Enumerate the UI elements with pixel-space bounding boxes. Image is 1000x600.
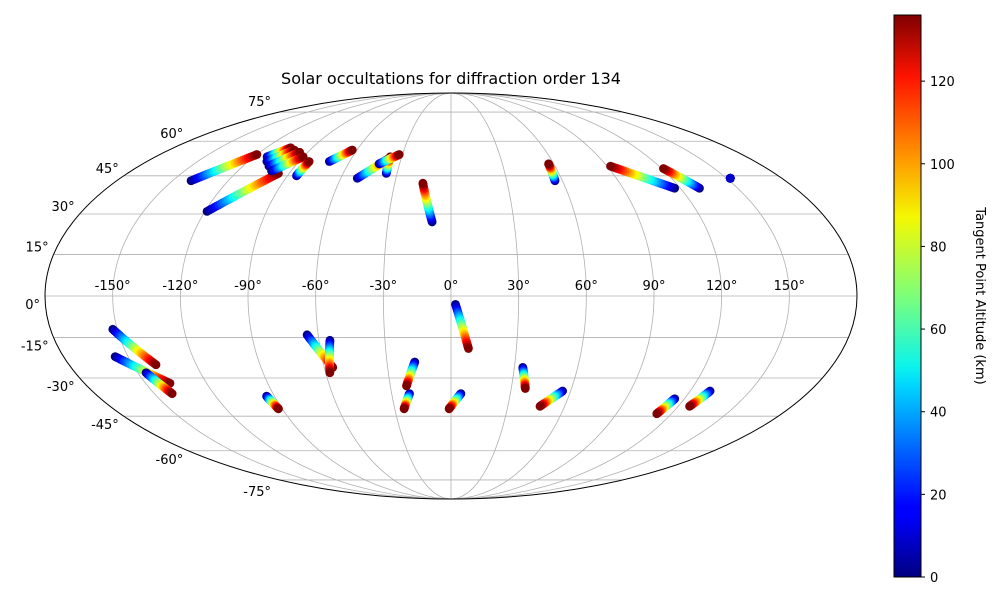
occultation-track <box>267 152 308 176</box>
altitude-point <box>652 409 662 419</box>
latitude-tick-label: 30° <box>52 200 75 215</box>
altitude-point <box>325 368 335 378</box>
altitude-point <box>274 404 283 414</box>
altitude-point <box>347 145 357 155</box>
longitude-tick-label: -30° <box>369 279 397 294</box>
longitude-tick-label: 150° <box>774 279 805 294</box>
occultation-track <box>652 394 680 419</box>
longitude-tick-label: 30° <box>507 279 530 294</box>
occultation-track <box>451 299 473 353</box>
altitude-point <box>394 150 404 159</box>
colorbar-tick-label: 20 <box>930 488 947 503</box>
meridian-line <box>247 93 452 499</box>
occultation-track <box>399 389 414 414</box>
meridian-line <box>450 93 790 499</box>
occultation-track <box>659 164 704 193</box>
occultation-track <box>402 357 420 391</box>
longitude-tick-label: -60° <box>302 279 330 294</box>
colorbar-label: Tangent Point Altitude (km) <box>972 206 987 384</box>
colorbar-tick-label: 80 <box>930 240 947 255</box>
latitude-tick-label: -30° <box>47 380 75 395</box>
longitude-tick-label: 60° <box>575 279 598 294</box>
colorbar-tick-label: 0 <box>930 571 938 586</box>
occultation-tracks <box>108 143 735 419</box>
meridian-line <box>112 93 452 499</box>
graticule <box>45 93 857 499</box>
occultation-track <box>186 150 262 186</box>
latitude-tick-label: 75° <box>248 95 271 110</box>
latitude-tick-label: 60° <box>160 127 183 142</box>
occultation-track <box>518 362 530 393</box>
occultation-track <box>725 173 735 183</box>
occultation-track <box>292 157 314 181</box>
meridian-line <box>450 93 520 499</box>
occultation-track <box>324 335 335 378</box>
altitude-point <box>544 159 553 169</box>
colorbar-tick-label: 60 <box>930 323 947 338</box>
occultation-track <box>108 324 161 370</box>
latitude-tick-label: -75° <box>243 485 271 500</box>
meridian-line <box>450 93 587 499</box>
latitude-tick-label: 45° <box>96 162 119 177</box>
meridian-line <box>382 93 452 499</box>
altitude-point <box>444 404 454 414</box>
altitude-point <box>535 401 545 411</box>
colorbar <box>893 14 922 578</box>
occultation-track <box>262 391 283 414</box>
altitude-point <box>402 381 411 391</box>
altitude-point <box>399 404 409 414</box>
occultation-track <box>535 386 568 411</box>
occultation-track <box>202 168 283 216</box>
meridian-line <box>179 93 452 499</box>
altitude-point <box>167 389 177 399</box>
longitude-tick-label: 120° <box>706 279 737 294</box>
longitude-tick-label: 0° <box>444 279 459 294</box>
altitude-point <box>252 150 262 159</box>
latitude-tick-label: 0° <box>25 298 40 313</box>
occultation-track <box>606 161 680 193</box>
longitude-tick-label: -150° <box>95 279 131 294</box>
occultation-track <box>324 145 357 166</box>
occultation-track <box>685 386 715 411</box>
longitude-tick-label: 90° <box>642 279 665 294</box>
longitude-tick-label: -90° <box>234 279 262 294</box>
map-boundary <box>44 92 858 500</box>
altitude-point <box>725 173 735 183</box>
altitude-point <box>659 164 668 173</box>
chart-title: Solar occultations for diffraction order… <box>281 69 621 88</box>
occultation-track <box>418 178 437 227</box>
latitude-tick-label: 15° <box>26 240 49 255</box>
colorbar-ticks: 0 20 40 60 80 100 120 <box>921 75 955 586</box>
altitude-point <box>304 157 314 166</box>
altitude-point <box>685 401 694 411</box>
meridian-line <box>315 93 452 499</box>
colorbar-tick-label: 40 <box>930 406 947 421</box>
colorbar-tick-label: 120 <box>930 75 955 90</box>
occultation-track <box>141 368 177 399</box>
altitude-point <box>464 344 473 353</box>
longitude-tick-label: -120° <box>162 279 198 294</box>
latitude-tick-labels: 75° 60° 45° 30° 15° 0° -15° -30° -45° -60° -75° <box>21 95 271 500</box>
meridian-line <box>450 93 723 499</box>
altitude-point <box>418 178 428 188</box>
occultation-track <box>374 150 404 169</box>
latitude-tick-label: -15° <box>21 340 49 355</box>
occultation-track <box>544 159 560 186</box>
latitude-tick-label: -45° <box>91 418 119 433</box>
altitude-point <box>606 161 615 171</box>
altitude-point <box>520 384 530 393</box>
altitude-point <box>151 360 161 370</box>
latitude-tick-label: -60° <box>156 453 184 468</box>
meridian-line <box>450 93 655 499</box>
occultation-track <box>444 389 466 414</box>
longitude-tick-labels: -150° -120° -90° -60° -30° 0° 30° 60° 90° 120° 150… <box>95 279 805 294</box>
colorbar-tick-label: 100 <box>930 158 955 173</box>
